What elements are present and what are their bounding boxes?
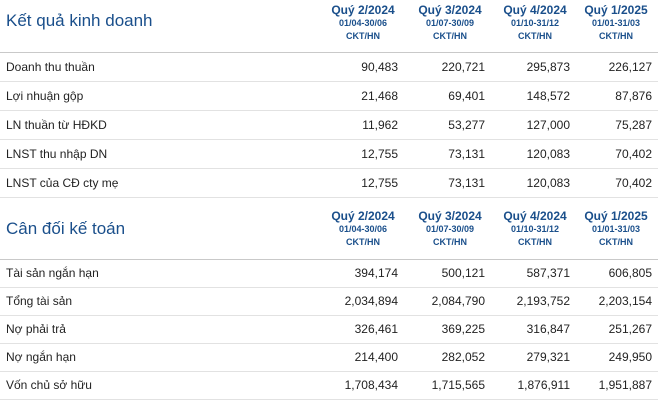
quarter-name: Quý 3/2024 (418, 209, 482, 223)
row-label: Nợ ngắn hạn (6, 350, 76, 364)
table-row[interactable]: LNST của CĐ cty mẹ 12,755 73,131 120,083… (0, 169, 658, 198)
quarter-range: 01/10-31/12 (510, 224, 560, 234)
quarter-header[interactable]: Quý 3/2024 01/07-30/09 CKT/HN (409, 3, 491, 43)
quarter-unit: CKT/HN (433, 31, 467, 41)
quarter-header[interactable]: Quý 1/2025 01/01-31/03 CKT/HN (575, 209, 657, 249)
table-row[interactable]: LNST thu nhập DN 12,755 73,131 120,083 7… (0, 140, 658, 169)
quarter-unit: CKT/HN (599, 31, 633, 41)
quarter-range: 01/04-30/06 (338, 224, 388, 234)
quarter-header[interactable]: Quý 2/2024 01/04-30/06 CKT/HN (322, 3, 404, 43)
row-label: LNST của CĐ cty mẹ (6, 176, 119, 190)
balance-sheet-header: Cân đối kế toán Quý 2/2024 01/04-30/06 C… (0, 197, 658, 260)
row-value: 316,847 (526, 322, 570, 336)
row-value: 282,052 (441, 350, 485, 364)
quarter-header[interactable]: Quý 1/2025 01/01-31/03 CKT/HN (575, 3, 657, 43)
quarter-name: Quý 2/2024 (331, 209, 395, 223)
row-value: 1,876,911 (517, 378, 571, 392)
row-label: Vốn chủ sở hữu (6, 378, 92, 392)
table-row[interactable]: Tổng tài sản 2,034,894 2,084,790 2,193,7… (0, 288, 658, 316)
table-row[interactable]: Lợi nhuận gộp 21,468 69,401 148,572 87,8… (0, 82, 658, 111)
income-statement-title[interactable]: Kết quả kinh doanh (6, 11, 153, 30)
balance-sheet-section: Cân đối kế toán Quý 2/2024 01/04-30/06 C… (0, 197, 658, 400)
row-value: 12,755 (361, 176, 398, 190)
row-value: 75,287 (615, 118, 652, 132)
row-label: Doanh thu thuần (6, 60, 95, 74)
row-label: Tổng tài sản (6, 294, 73, 308)
quarter-range: 01/07-30/09 (425, 224, 475, 234)
table-row[interactable]: Vốn chủ sở hữu 1,708,434 1,715,565 1,876… (0, 372, 658, 400)
row-value: 69,401 (448, 89, 485, 103)
quarter-name: Quý 1/2025 (584, 3, 648, 17)
row-value: 73,131 (448, 176, 485, 190)
row-value: 1,708,434 (344, 378, 398, 392)
quarter-header[interactable]: Quý 4/2024 01/10-31/12 CKT/HN (494, 3, 576, 43)
quarter-name: Quý 4/2024 (503, 209, 567, 223)
row-value: 249,950 (608, 350, 652, 364)
row-value: 70,402 (615, 147, 652, 161)
row-value: 2,193,752 (516, 294, 570, 308)
row-value: 70,402 (615, 176, 652, 190)
row-label: Nợ phải trả (6, 322, 66, 336)
table-row[interactable]: LN thuần từ HĐKD 11,962 53,277 127,000 7… (0, 111, 658, 140)
row-value: 326,461 (354, 322, 398, 336)
row-label: Lợi nhuận gộp (6, 89, 84, 103)
quarter-header[interactable]: Quý 4/2024 01/10-31/12 CKT/HN (494, 209, 576, 249)
income-statement-section: Kết quả kinh doanh Quý 2/2024 01/04-30/0… (0, 0, 658, 198)
quarter-range: 01/04-30/06 (338, 18, 388, 28)
row-value: 148,572 (526, 89, 570, 103)
row-value: 251,267 (608, 322, 652, 336)
row-label: LNST thu nhập DN (6, 147, 108, 161)
row-value: 226,127 (608, 60, 652, 74)
quarter-header[interactable]: Quý 2/2024 01/04-30/06 CKT/HN (322, 209, 404, 249)
quarter-range: 01/01-31/03 (591, 224, 641, 234)
row-value: 2,034,894 (344, 294, 398, 308)
quarter-header[interactable]: Quý 3/2024 01/07-30/09 CKT/HN (409, 209, 491, 249)
quarter-unit: CKT/HN (346, 31, 380, 41)
row-value: 120,083 (526, 147, 570, 161)
quarter-unit: CKT/HN (599, 237, 633, 247)
quarter-range: 01/07-30/09 (425, 18, 475, 28)
quarter-unit: CKT/HN (346, 237, 380, 247)
quarter-name: Quý 2/2024 (331, 3, 395, 17)
table-row[interactable]: Nợ phải trả 326,461 369,225 316,847 251,… (0, 316, 658, 344)
quarter-name: Quý 3/2024 (418, 3, 482, 17)
quarter-name: Quý 4/2024 (503, 3, 567, 17)
balance-sheet-title[interactable]: Cân đối kế toán (6, 219, 126, 238)
income-statement-header: Kết quả kinh doanh Quý 2/2024 01/04-30/0… (0, 0, 658, 53)
quarter-unit: CKT/HN (433, 237, 467, 247)
quarter-range: 01/01-31/03 (591, 18, 641, 28)
row-value: 220,721 (441, 60, 485, 74)
quarter-unit: CKT/HN (518, 31, 552, 41)
row-value: 606,805 (608, 266, 652, 280)
row-value: 295,873 (526, 60, 570, 74)
row-value: 90,483 (361, 60, 398, 74)
row-value: 2,203,154 (598, 294, 652, 308)
row-value: 53,277 (448, 118, 485, 132)
row-value: 1,715,565 (431, 378, 485, 392)
row-value: 394,174 (354, 266, 398, 280)
row-value: 214,400 (354, 350, 398, 364)
table-row[interactable]: Tài sản ngắn hạn 394,174 500,121 587,371… (0, 260, 658, 288)
row-value: 73,131 (448, 147, 485, 161)
row-label: LN thuần từ HĐKD (6, 118, 107, 132)
row-value: 21,468 (361, 89, 398, 103)
row-label: Tài sản ngắn hạn (6, 266, 99, 280)
quarter-unit: CKT/HN (518, 237, 552, 247)
row-value: 369,225 (441, 322, 485, 336)
row-value: 87,876 (615, 89, 652, 103)
row-value: 279,321 (526, 350, 570, 364)
row-value: 500,121 (441, 266, 485, 280)
row-value: 11,962 (362, 118, 398, 132)
row-value: 120,083 (526, 176, 570, 190)
row-value: 2,084,790 (431, 294, 485, 308)
row-value: 127,000 (526, 118, 570, 132)
row-value: 587,371 (526, 266, 570, 280)
row-value: 1,951,887 (598, 378, 652, 392)
table-row[interactable]: Doanh thu thuần 90,483 220,721 295,873 2… (0, 53, 658, 82)
row-value: 12,755 (361, 147, 398, 161)
quarter-name: Quý 1/2025 (584, 209, 648, 223)
table-row[interactable]: Nợ ngắn hạn 214,400 282,052 279,321 249,… (0, 344, 658, 372)
quarter-range: 01/10-31/12 (510, 18, 560, 28)
